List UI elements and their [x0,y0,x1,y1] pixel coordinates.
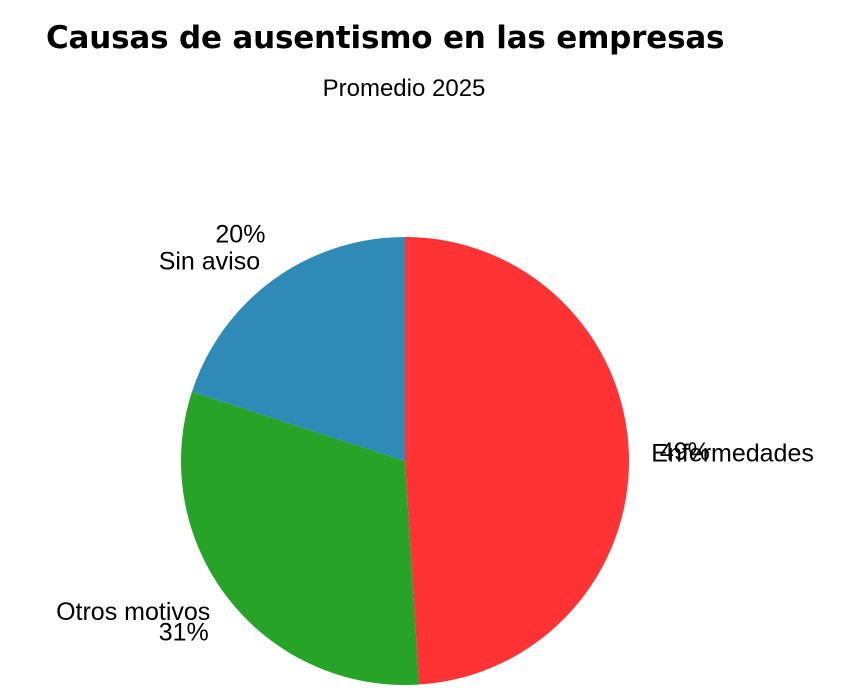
pie-slices [180,236,630,686]
chart-title: Causas de ausentismo en las empresas [46,20,725,56]
slice-value-enfermedades: 49% [660,438,710,466]
chart-subtitle: Promedio 2025 [322,75,486,102]
pie-slice-sin-aviso [191,237,405,461]
slice-label-otros-motivos: Otros motivos [56,598,210,626]
slice-label-enfermedades: Enfermedades [651,439,814,467]
pie-slice-otros-motivos [180,391,420,686]
pie-slice-enfermedades [405,236,630,685]
slice-value-otros-motivos: 31% [159,619,209,647]
slice-value-sin-aviso: 20% [215,220,265,248]
slice-label-sin-aviso: Sin aviso [159,248,260,276]
